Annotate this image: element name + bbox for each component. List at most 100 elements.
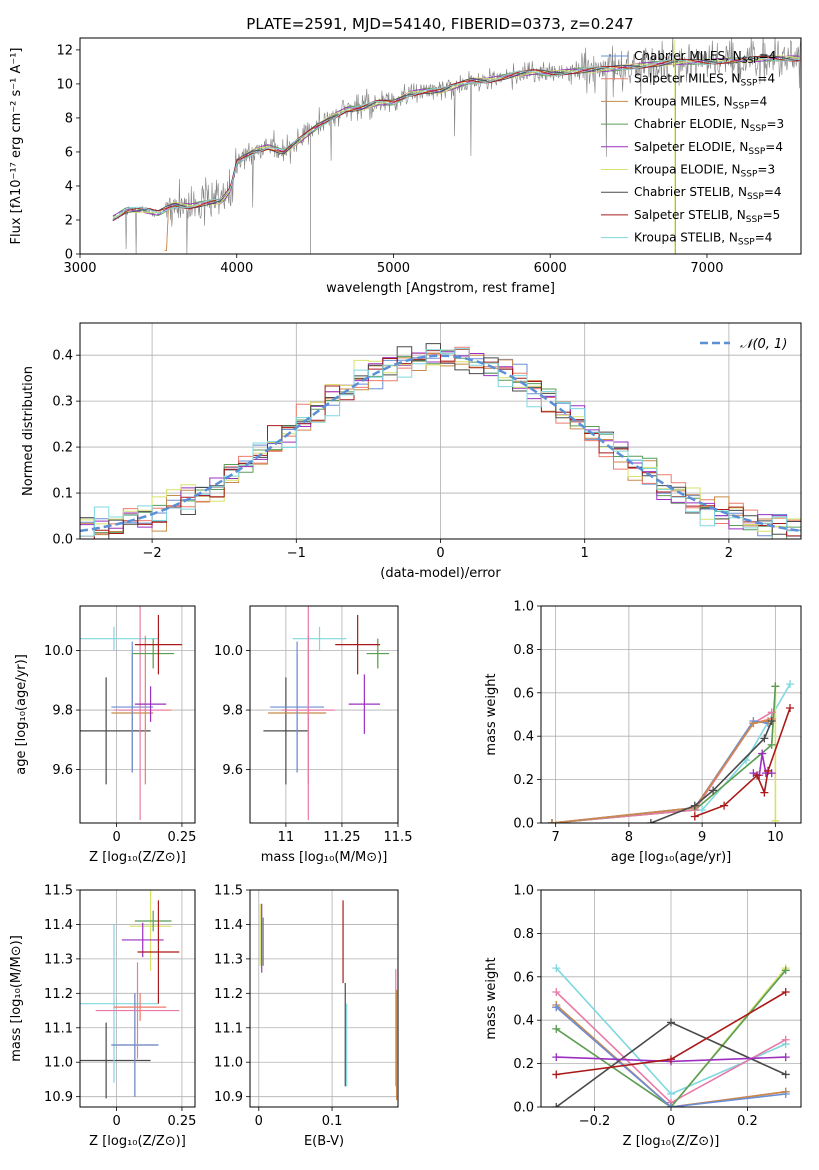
plot-area-massweight_vs_Z: [552, 964, 790, 1107]
axes-frame: [540, 889, 802, 1108]
legend-subscript: SSP: [741, 79, 758, 89]
legend-suffix: =5: [763, 208, 781, 222]
legend-label: Salpeter MILES, NSSP=4: [634, 72, 775, 89]
weight-series-line: [551, 686, 777, 823]
y-tick-label: 10.0: [214, 644, 243, 659]
weight-point-marker: [786, 703, 795, 712]
weight-point-marker: [667, 1018, 675, 1027]
weight-point-marker: [690, 812, 699, 821]
weight-point-marker: [698, 805, 707, 814]
weight-point-marker: [771, 816, 780, 823]
x-tick-label: 9: [698, 830, 706, 845]
weight-point-marker: [749, 719, 758, 728]
y-tick-label: 0: [65, 248, 73, 263]
y-tick-label: 0.6: [513, 970, 534, 985]
x-axis-label: Z [log₁₀(Z/Z⊙)]: [89, 850, 186, 865]
y-axis-label: age [log₁₀(age/yr)]: [14, 654, 29, 775]
axes-massweight_vs_Z: −0.2 0 0.2 0.0 0.2 0.4 0.6 0.8 1.0 Z [log₁₀(Z/Z⊙)…: [484, 884, 802, 1149]
y-tick-label: 0.2: [513, 1057, 534, 1072]
legend-subscript: SSP: [738, 238, 755, 248]
legend-suffix: =4: [759, 49, 777, 63]
y-tick-label: 0.2: [513, 773, 534, 788]
axes-frame: [79, 322, 802, 540]
x-tick-label: 2: [725, 546, 733, 561]
x-axis-label: wavelength [Angstrom, rest frame]: [326, 281, 555, 296]
x-tick-label: 5000: [377, 261, 410, 276]
weight-point-marker: [667, 1089, 675, 1098]
plot-area-massweight_vs_age: [547, 680, 795, 823]
legend-suffix: =4: [757, 72, 775, 86]
weight-point-marker: [552, 987, 561, 996]
x-tick-label: 4000: [220, 261, 253, 276]
x-tick-label: 0.25: [167, 830, 196, 845]
legend-label: Salpeter STELIB, NSSP=5: [634, 208, 780, 225]
y-tick-label: 0.4: [52, 349, 73, 364]
weight-point-marker: [667, 1055, 675, 1064]
y-tick-label: 9.8: [52, 704, 73, 719]
weight-series-line: [555, 969, 787, 1107]
weight-point-marker: [646, 819, 655, 823]
legend: Chabrier MILES, NSSP=4 Salpeter MILES, NS…: [601, 49, 784, 248]
weight-point-marker: [767, 740, 776, 749]
x-tick-label: 0: [667, 1114, 675, 1129]
legend-suffix: =4: [750, 94, 768, 108]
y-tick-label: 0.0: [52, 533, 73, 548]
x-tick-label: 0: [255, 1114, 263, 1129]
legend-suffix: =4: [755, 231, 773, 245]
weight-point-marker: [552, 1003, 561, 1012]
legend-label: Kroupa ELODIE, NSSP=3: [634, 163, 775, 180]
x-tick-label: 0.1: [322, 1114, 343, 1129]
legend-label: Chabrier ELODIE, NSSP=3: [634, 117, 784, 134]
legend-subscript: SSP: [750, 124, 767, 134]
weight-point-marker: [552, 1103, 561, 1107]
weight-point-marker: [690, 801, 699, 810]
x-tick-label: 0.2: [737, 1114, 758, 1129]
legend-subscript: SSP: [741, 170, 758, 180]
y-tick-label: 0.6: [513, 686, 534, 701]
plot-area-mass_vs_Z: [80, 890, 180, 1099]
legend-subscript: SSP: [733, 101, 750, 111]
axes-frame: [249, 605, 399, 824]
x-tick-label: 11.5: [384, 830, 413, 845]
weight-point-marker: [781, 987, 790, 996]
weight-point-marker: [720, 801, 729, 810]
y-tick-label: 0.8: [513, 643, 534, 658]
legend-suffix: =3: [757, 163, 775, 177]
weight-point-marker: [552, 1070, 561, 1079]
weight-point-marker: [552, 964, 561, 973]
y-tick-label: 0.4: [513, 1014, 534, 1029]
x-tick-label: −0.2: [579, 1114, 611, 1129]
weight-point-marker: [781, 1070, 790, 1079]
x-tick-label: 0: [112, 1114, 120, 1129]
axes-mass_vs_ebv: 0 0.1 10.9 11.0 11.1 11.2 11.3 11.4 11.5 E(B-V): [214, 884, 399, 1149]
weight-point-marker: [764, 766, 773, 775]
y-axis-label: mass weight: [484, 673, 499, 755]
model-line: [112, 55, 800, 218]
y-tick-label: 9.6: [52, 763, 73, 778]
weight-point-marker: [758, 749, 767, 758]
x-axis-label: mass [log₁₀(M/M⊙)]: [261, 850, 388, 865]
weight-series-line: [555, 1004, 786, 1107]
weight-series-line: [551, 720, 769, 823]
axes-mass_vs_Z: 0 0.25 10.9 11.0 11.1 11.2 11.3 11.4 11.5 Z [log₁…: [9, 884, 196, 1150]
axes-frame: [249, 889, 399, 1108]
y-tick-label: 11.5: [44, 884, 73, 899]
residual-histogram: [80, 348, 801, 539]
y-tick-label: 11.0: [214, 1056, 243, 1071]
weight-point-marker: [552, 1024, 561, 1033]
y-tick-label: 11.3: [214, 952, 243, 967]
plot-area-age_vs_Z: [80, 606, 182, 821]
axes-age_vs_mass: 11 11.25 11.5 9.6 9.8 10.0 mass [log₁₀(M/M⊙)]: [214, 605, 413, 865]
x-axis-label: Z [log₁₀(Z/Z⊙)]: [89, 1134, 186, 1149]
legend-subscript: SSP: [742, 56, 759, 66]
y-tick-label: 10.9: [44, 1090, 73, 1105]
legend-label: 𝒩(0, 1): [740, 337, 787, 352]
weight-point-marker: [547, 819, 556, 823]
weight-series-line: [694, 707, 791, 818]
x-tick-label: 7: [552, 830, 560, 845]
y-tick-label: 10: [56, 77, 73, 92]
x-tick-label: 0: [112, 830, 120, 845]
x-tick-label: 0: [436, 546, 444, 561]
y-tick-label: 1.0: [513, 884, 534, 899]
